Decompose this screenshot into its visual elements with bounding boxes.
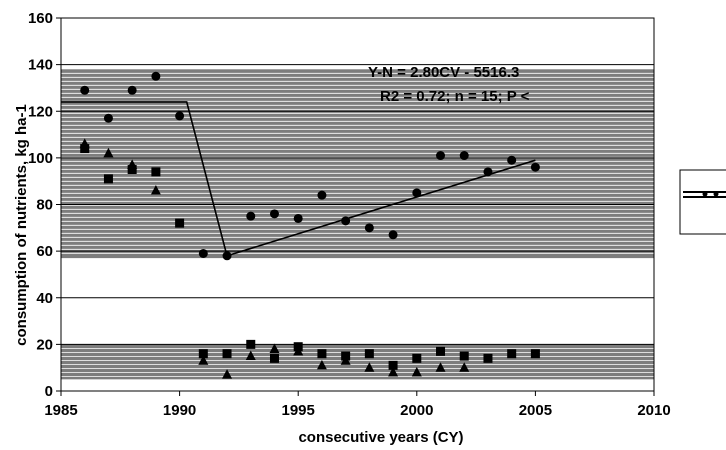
gray-bands	[61, 69, 654, 380]
data-point-triangle	[340, 355, 351, 365]
y-tick-label: 60	[36, 243, 53, 260]
data-point-triangle	[364, 362, 375, 372]
data-point-circle	[103, 113, 113, 123]
data-point-circle	[80, 85, 90, 95]
data-point-square	[103, 174, 113, 184]
data-point-circle	[388, 230, 398, 240]
data-points	[79, 71, 540, 379]
data-point-triangle	[269, 343, 280, 354]
data-point-triangle	[150, 185, 161, 195]
axis-ticks: 0 20 40 60 80 100 120 140 160 1985 1990 1995 2000 200…	[28, 10, 671, 419]
data-point-circle	[364, 223, 374, 233]
data-point-circle	[317, 190, 327, 200]
data-point-circle	[175, 111, 185, 121]
data-point-triangle	[245, 350, 256, 361]
data-point-circle	[293, 213, 303, 223]
data-point-square	[175, 218, 185, 228]
data-point-triangle	[103, 147, 114, 158]
data-point-square	[483, 353, 493, 363]
data-point-square	[507, 349, 517, 359]
data-point-circle	[246, 211, 256, 221]
data-point-triangle	[222, 369, 233, 379]
x-tick-label: 2010	[637, 402, 670, 419]
data-point-circle	[412, 188, 422, 198]
data-point-triangle	[435, 362, 446, 372]
data-point-circle	[222, 251, 232, 261]
data-point-circle	[530, 162, 540, 172]
x-tick-label: 2000	[400, 402, 433, 419]
data-point-triangle	[198, 355, 209, 365]
data-point-triangle	[127, 159, 138, 169]
data-point-circle	[269, 209, 279, 219]
data-point-circle	[341, 216, 351, 226]
data-point-square	[388, 360, 398, 370]
data-point-square	[269, 353, 279, 363]
regression-annotation: Y-N = 2.80CV - 5516.3 R2 = 0.72; n = 15;…	[368, 64, 530, 105]
y-tick-label: 160	[28, 10, 53, 27]
data-point-square	[222, 349, 232, 359]
data-point-triangle	[459, 362, 470, 372]
data-point-square	[364, 349, 374, 359]
trend-line	[61, 101, 536, 257]
legend-marker	[702, 191, 708, 197]
shaded-band	[61, 69, 654, 259]
legend-box	[679, 169, 726, 235]
data-point-circle	[483, 167, 493, 177]
x-axis-title: consecutive years (CY)	[298, 429, 463, 446]
y-tick-label: 80	[36, 197, 53, 214]
data-point-square	[127, 165, 137, 175]
x-tick-label: 1995	[282, 402, 315, 419]
data-point-square	[151, 167, 161, 177]
data-point-square	[198, 349, 208, 359]
y-tick-label: 120	[28, 103, 53, 120]
y-tick-label: 140	[28, 57, 53, 74]
data-point-triangle	[388, 366, 399, 377]
y-tick-label: 0	[45, 383, 53, 400]
data-point-triangle	[411, 366, 422, 377]
data-point-triangle	[293, 345, 304, 356]
shaded-band	[61, 344, 654, 380]
x-tick-label: 1985	[44, 402, 77, 419]
data-point-triangle	[79, 138, 90, 148]
data-point-square	[436, 346, 446, 356]
trend-polyline	[61, 101, 536, 257]
data-point-square	[459, 351, 469, 361]
x-tick-label: 2005	[519, 402, 552, 419]
data-point-circle	[151, 71, 161, 81]
data-point-circle	[459, 151, 469, 161]
y-tick-label: 100	[28, 150, 53, 167]
equation-text: Y-N = 2.80CV - 5516.3	[368, 64, 519, 81]
y-axis-title: consumption of nutrients, kg ha-1	[13, 104, 30, 346]
data-point-circle	[127, 85, 137, 95]
data-point-square	[80, 144, 90, 154]
data-point-triangle	[316, 359, 327, 370]
data-point-circle	[436, 151, 446, 161]
y-tick-label: 40	[36, 290, 53, 307]
data-point-square	[317, 349, 327, 359]
data-point-circle	[507, 155, 517, 165]
data-point-circle	[198, 248, 208, 258]
data-point-square	[530, 349, 540, 359]
r2-text: R2 = 0.72; n = 15; P <	[380, 88, 530, 105]
data-point-square	[246, 339, 256, 349]
y-tick-label: 20	[36, 336, 53, 353]
legend-marker	[713, 191, 719, 197]
x-tick-label: 1990	[163, 402, 196, 419]
legend-frame	[679, 169, 726, 235]
data-point-square	[412, 353, 422, 363]
gridlines	[61, 64, 654, 345]
